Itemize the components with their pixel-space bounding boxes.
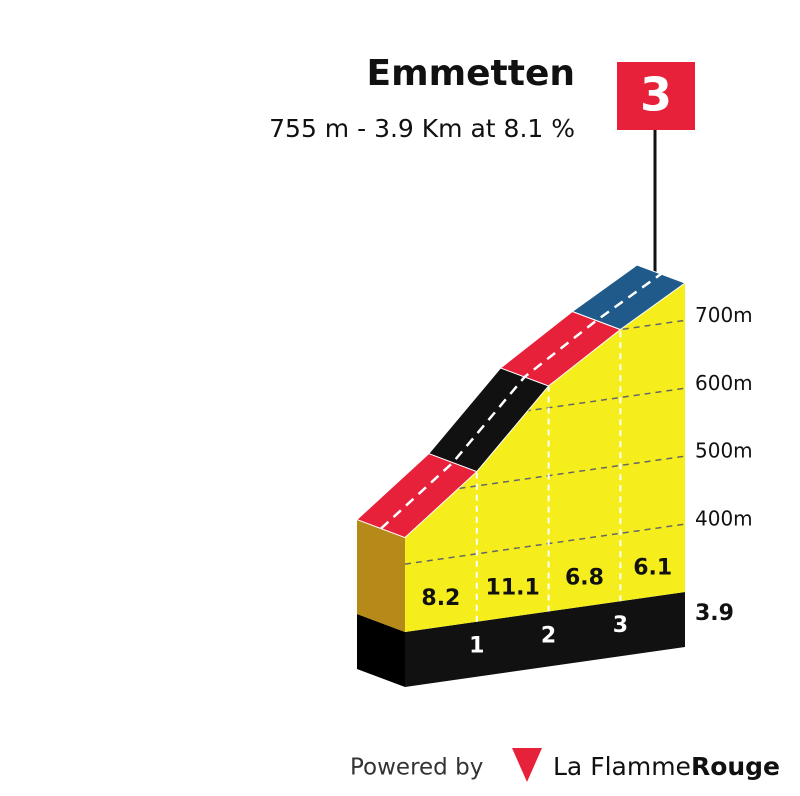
y-tick-label: 600m <box>695 371 753 395</box>
road-centerline <box>380 272 662 530</box>
logo-icon <box>512 748 542 782</box>
brand: La FlammeRouge <box>553 752 780 781</box>
powered-by: Powered by <box>350 755 483 781</box>
gradient-label: 6.1 <box>633 556 672 581</box>
chart-subtitle: 755 m - 3.9 Km at 8.1 % <box>269 114 575 143</box>
y-tick-label: 400m <box>695 507 753 531</box>
category-flag <box>617 62 695 130</box>
side-face <box>357 519 405 632</box>
km-label: 3 <box>613 613 628 638</box>
km-label: 1 <box>469 634 484 659</box>
km-label: 2 <box>541 623 556 648</box>
y-tick-label: 500m <box>695 439 753 463</box>
y-tick-label: 700m <box>695 303 753 327</box>
brand-bold: Rouge <box>691 752 780 781</box>
profile: 400m 500m 600m 700m 1 2 3 3.9 8.2 11.1 6.8 6.1 <box>356 264 753 687</box>
gradient-label: 6.8 <box>565 565 604 590</box>
base-band <box>405 592 685 687</box>
grid-line <box>405 523 685 565</box>
brand-light: La Flamme <box>553 752 691 781</box>
gradient-label: 8.2 <box>421 586 460 611</box>
chart-title: Emmetten <box>367 53 576 94</box>
gradient-label: 11.1 <box>486 576 540 601</box>
distance-label: 3.9 <box>695 601 734 626</box>
base-side <box>357 614 405 687</box>
front-face <box>405 283 685 632</box>
category-label: 3 <box>640 68 672 122</box>
